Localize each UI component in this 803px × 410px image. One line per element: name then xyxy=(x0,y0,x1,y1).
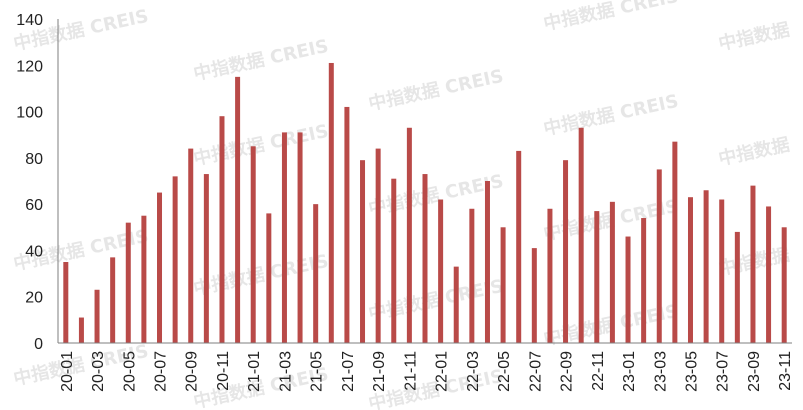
x-tick-label: 23-01 xyxy=(621,351,638,392)
bar-21-03 xyxy=(281,132,287,343)
x-tick-label: 21-05 xyxy=(309,351,326,392)
bar-22-06 xyxy=(516,150,522,343)
x-tick-label: 21-09 xyxy=(371,351,388,392)
bar-23-01 xyxy=(625,236,631,343)
bar-22-11 xyxy=(594,211,600,343)
bar-22-10 xyxy=(578,127,584,344)
x-tick-label: 22-01 xyxy=(434,351,451,392)
bar-21-10 xyxy=(391,178,397,343)
y-tick-label: 60 xyxy=(25,197,43,214)
bar-23-08 xyxy=(734,231,740,343)
bar-23-02 xyxy=(641,218,647,343)
y-tick-label: 100 xyxy=(16,105,43,122)
x-tick-label: 23-11 xyxy=(777,351,794,391)
bar-20-12 xyxy=(235,76,241,344)
bar-21-09 xyxy=(375,148,381,343)
x-tick-label: 23-03 xyxy=(652,351,669,392)
bar-21-01 xyxy=(250,146,256,343)
x-tick-label: 22-03 xyxy=(465,351,482,392)
y-tick-label: 0 xyxy=(34,336,43,353)
bar-22-01 xyxy=(438,199,444,343)
bar-20-10 xyxy=(203,174,209,343)
watermark-text: 中指数据 CREIS xyxy=(541,90,680,140)
y-tick-labels: 0 20 40 60 80 100 120 140 xyxy=(16,12,43,353)
x-tick-labels: 20-01 20-03 20-05 20-07 20-09 20-11 21-01 21-03… xyxy=(59,351,794,392)
x-tick-label: 23-09 xyxy=(746,351,763,392)
bar-20-08 xyxy=(172,176,178,343)
bar-22-09 xyxy=(563,160,569,343)
x-tick-label: 22-11 xyxy=(590,351,607,391)
bar-21-12 xyxy=(422,174,428,343)
watermark-text: 中指数据 CREIS xyxy=(366,65,505,115)
watermark-text: 中指数据 xyxy=(716,133,791,169)
bars-group xyxy=(63,62,787,344)
bar-21-02 xyxy=(266,213,272,343)
watermark-text: 中指数据 CREIS xyxy=(191,250,330,300)
x-tick-label: 21-11 xyxy=(402,351,419,391)
x-tick-label: 20-03 xyxy=(90,351,107,392)
x-tick-label: 20-01 xyxy=(59,351,76,392)
x-tick-label: 20-09 xyxy=(184,351,201,392)
bar-20-11 xyxy=(219,116,225,343)
y-tick-label: 20 xyxy=(25,290,43,307)
bar-23-10 xyxy=(766,206,772,343)
bar-22-07 xyxy=(531,248,537,343)
x-tick-label: 21-01 xyxy=(246,351,263,392)
x-tick-label: 23-07 xyxy=(715,351,732,392)
x-tick-label: 21-03 xyxy=(277,351,294,392)
x-tick-label: 22-05 xyxy=(496,351,513,392)
bar-22-08 xyxy=(547,208,553,343)
bar-23-03 xyxy=(656,169,662,343)
bar-21-07 xyxy=(344,106,350,343)
bar-21-08 xyxy=(360,160,366,343)
bar-20-02 xyxy=(78,317,84,343)
bar-21-06 xyxy=(328,62,334,343)
bar-20-06 xyxy=(141,215,147,343)
bar-21-11 xyxy=(406,127,412,344)
bar-20-09 xyxy=(188,148,194,343)
watermark-text: 中指数据 xyxy=(716,18,791,54)
x-tick-label: 20-11 xyxy=(215,351,232,391)
bar-23-04 xyxy=(672,141,678,343)
x-tick-label: 21-07 xyxy=(340,351,357,392)
bar-23-05 xyxy=(687,197,693,343)
watermark-text: 中指数据 CREIS xyxy=(541,0,680,35)
axes-group xyxy=(57,19,792,344)
x-tick-label: 22-07 xyxy=(527,351,544,392)
bar-22-03 xyxy=(469,208,475,343)
x-tick-label: 20-05 xyxy=(121,351,138,392)
bar-20-07 xyxy=(157,192,163,343)
x-tick-label: 22-09 xyxy=(559,351,576,392)
y-tick-label: 80 xyxy=(25,151,43,168)
y-tick-label: 140 xyxy=(16,12,43,29)
bar-21-04 xyxy=(297,132,303,343)
watermark-text: 中指数据 CREIS xyxy=(191,35,330,85)
watermark-text: 中指数据 CREIS xyxy=(366,275,505,325)
y-tick-label: 120 xyxy=(16,58,43,75)
bar-20-01 xyxy=(63,262,69,343)
bar-23-09 xyxy=(750,185,756,343)
watermark-text: 中指数据 CREIS xyxy=(366,170,505,220)
bar-22-02 xyxy=(453,266,459,343)
bar-20-04 xyxy=(110,257,116,343)
bar-22-12 xyxy=(609,201,615,343)
bar-23-07 xyxy=(719,199,725,343)
x-tick-label: 20-07 xyxy=(153,351,170,392)
y-tick-label: 40 xyxy=(25,243,43,260)
bar-22-04 xyxy=(484,181,490,343)
watermark-text: 中指数据 CREIS xyxy=(191,120,330,170)
bar-23-11 xyxy=(781,227,787,343)
bar-20-03 xyxy=(94,289,100,343)
bar-22-05 xyxy=(500,227,506,343)
bar-23-06 xyxy=(703,190,709,343)
bar-21-05 xyxy=(313,204,319,343)
x-tick-label: 23-05 xyxy=(683,351,700,392)
bar-20-05 xyxy=(125,222,131,343)
